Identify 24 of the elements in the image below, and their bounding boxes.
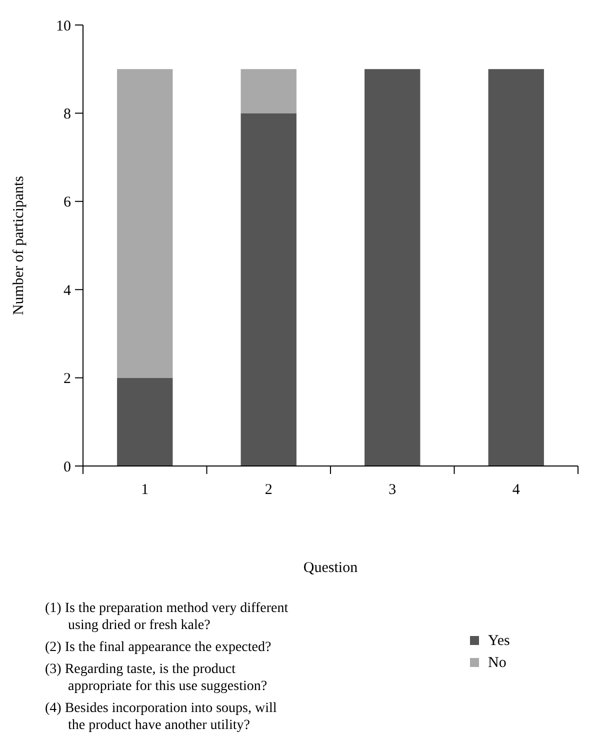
x-tick-label: 2 [264, 482, 272, 498]
bar [240, 69, 296, 114]
bar [117, 69, 173, 378]
x-axis-title: Question [303, 560, 358, 576]
legend-label: No [488, 655, 506, 671]
y-tick-label: 4 [64, 282, 72, 299]
x-tick-label: 3 [388, 482, 396, 498]
bar [117, 378, 173, 466]
y-tick-label: 6 [64, 194, 72, 211]
y-tick-label: 2 [64, 371, 71, 388]
bar [364, 69, 420, 466]
text: (3) Regarding taste, is the product appropriate for this use suggestion? [45, 662, 268, 694]
text: (1) Is the preparation method very different using dried or fresh kale? [45, 601, 288, 633]
y-tick-label: 8 [64, 106, 71, 122]
text: (4) Besides incorporation into soups, will the product have another utility? [45, 701, 277, 733]
x-tick-label: 4 [512, 482, 520, 498]
bar [240, 113, 296, 466]
y-tick-label: 10 [56, 18, 71, 34]
x-tick-label: 1 [141, 482, 149, 498]
text: (2) Is the final appearance the expected? [45, 640, 272, 655]
y-axis-title: Number of participants [11, 176, 27, 316]
legend-label: Yes [488, 633, 510, 649]
bar [488, 69, 544, 466]
y-tick-label: 0 [64, 459, 71, 476]
